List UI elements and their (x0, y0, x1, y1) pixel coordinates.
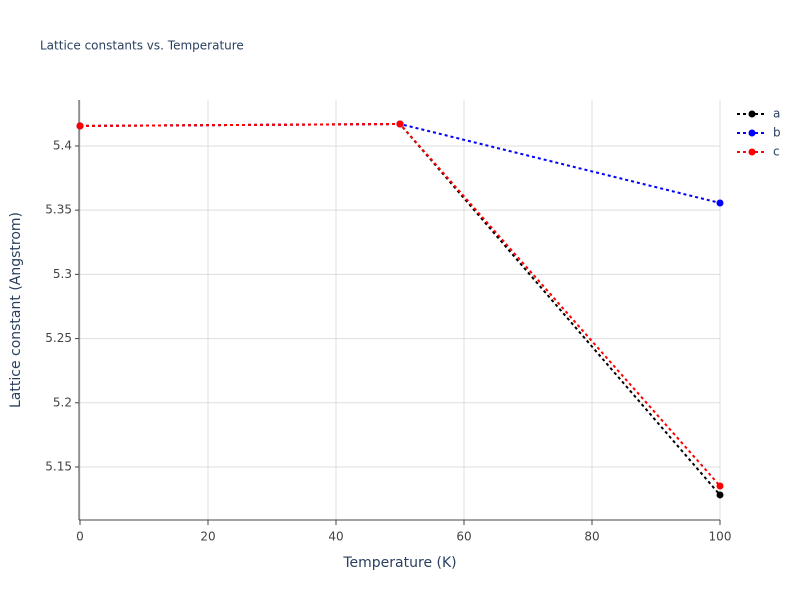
x-tick-label: 100 (709, 530, 732, 544)
y-tick-label: 5.3 (53, 267, 72, 281)
x-tick-label: 40 (328, 530, 343, 544)
series-line (79, 123, 721, 487)
series-line (79, 123, 721, 496)
y-axis-title: Lattice constant (Angstrom) (8, 212, 24, 408)
data-point (716, 199, 724, 207)
x-tick-label: 80 (584, 530, 599, 544)
legend-label: a (773, 107, 780, 121)
x-axis-title: Temperature (K) (342, 555, 456, 571)
data-point (76, 122, 84, 130)
legend-marker (748, 129, 756, 137)
x-tick-label: 20 (200, 530, 215, 544)
chart-title: Lattice constants vs. Temperature (40, 39, 244, 53)
y-tick-label: 5.4 (53, 138, 72, 152)
legend-marker (748, 148, 756, 156)
series-line (79, 123, 721, 204)
y-tick-label: 5.35 (45, 203, 72, 217)
legend-marker (748, 110, 756, 118)
y-tick-label: 5.25 (45, 331, 72, 345)
x-tick-label: 60 (456, 530, 471, 544)
legend-label: b (773, 126, 781, 140)
y-tick-label: 5.2 (53, 395, 72, 409)
data-point (716, 482, 724, 490)
x-tick-label: 0 (76, 530, 84, 544)
data-point (396, 120, 404, 128)
data-point (716, 491, 724, 499)
y-tick-label: 5.15 (45, 459, 72, 473)
legend-label: c (773, 145, 780, 159)
